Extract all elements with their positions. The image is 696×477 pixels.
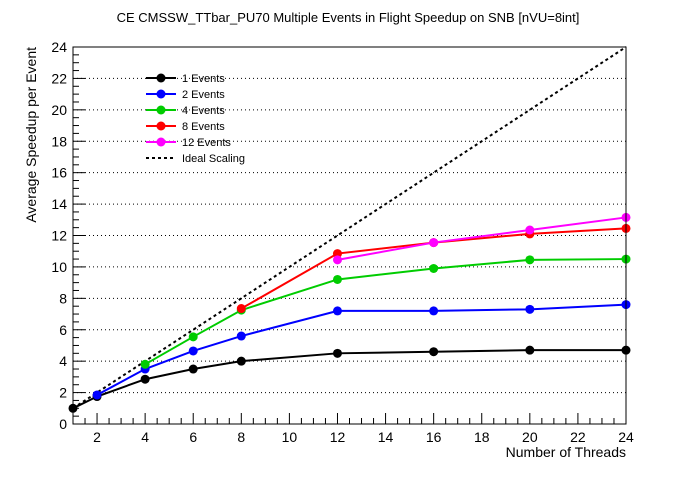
data-point-12-events xyxy=(525,225,535,235)
series-line-12-events xyxy=(337,216,627,261)
data-point-2-events xyxy=(429,306,439,316)
data-point-2-events xyxy=(525,304,535,314)
legend-marker xyxy=(156,105,166,115)
data-point-8-events xyxy=(236,304,246,314)
legend-label: Ideal Scaling xyxy=(182,153,245,165)
x-tick-label: 2 xyxy=(93,429,101,445)
legend-item-1-events: 1 Events xyxy=(146,73,225,85)
data-point-2-events xyxy=(188,346,198,356)
data-point-2-events xyxy=(236,331,246,341)
chart-title: CE CMSSW_TTbar_PU70 Multiple Events in F… xyxy=(117,10,580,25)
y-tick-label: 4 xyxy=(59,353,67,369)
x-tick-label: 16 xyxy=(426,429,442,445)
data-point-4-events xyxy=(332,274,342,284)
data-point-1-events xyxy=(140,374,150,384)
y-tick-label: 0 xyxy=(59,416,67,432)
series-layer xyxy=(68,212,631,413)
data-point-4-events xyxy=(140,359,150,369)
legend-item-ideal-scaling: Ideal Scaling xyxy=(146,153,245,165)
legend-item-2-events: 2 Events xyxy=(146,89,225,101)
y-axis-label: Average Speedup per Event xyxy=(23,47,39,223)
y-tick-label: 16 xyxy=(51,165,67,181)
legend-marker xyxy=(156,73,166,83)
x-tick-label: 10 xyxy=(282,429,298,445)
x-axis-label: Number of Threads xyxy=(506,444,626,460)
legend-item-8-events: 8 Events xyxy=(146,121,225,133)
data-point-1-events xyxy=(332,348,342,358)
legend-marker xyxy=(156,89,166,99)
legend-label: 1 Events xyxy=(182,73,225,85)
x-tick-label: 14 xyxy=(378,429,394,445)
legend-label: 12 Events xyxy=(182,137,231,149)
data-point-8-events xyxy=(332,249,342,259)
data-point-2-events xyxy=(92,390,102,400)
data-point-1-events xyxy=(429,347,439,357)
data-point-1-events xyxy=(525,345,535,355)
legend-label: 8 Events xyxy=(182,121,225,133)
legend-marker xyxy=(156,137,166,147)
y-tick-label: 22 xyxy=(51,70,67,86)
data-point-1-events xyxy=(236,356,246,366)
ideal-scaling-layer xyxy=(72,46,627,410)
y-tick-label: 2 xyxy=(59,385,67,401)
data-point-4-events xyxy=(525,255,535,265)
y-tick-label: 10 xyxy=(51,259,67,275)
y-tick-label: 6 xyxy=(59,322,67,338)
x-tick-label: 12 xyxy=(330,429,346,445)
data-point-12-events xyxy=(332,255,342,265)
x-tick-label: 24 xyxy=(618,429,634,445)
legend-item-12-events: 12 Events xyxy=(146,137,231,149)
series-line-2-events xyxy=(96,303,627,396)
y-tick-label: 20 xyxy=(51,102,67,118)
y-tick-label: 24 xyxy=(51,39,67,55)
y-tick-label: 18 xyxy=(51,133,67,149)
data-point-12-events xyxy=(429,238,439,248)
data-point-1-events xyxy=(188,364,198,374)
legend-label: 4 Events xyxy=(182,105,225,117)
y-tick-label: 8 xyxy=(59,290,67,306)
legend-item-4-events: 4 Events xyxy=(146,105,225,117)
x-tick-label: 18 xyxy=(474,429,490,445)
ideal-scaling-line xyxy=(72,46,627,410)
legend-marker xyxy=(156,121,166,131)
y-tick-label: 14 xyxy=(51,196,67,212)
x-tick-label: 8 xyxy=(237,429,245,445)
data-point-4-events xyxy=(429,263,439,273)
x-tick-label: 20 xyxy=(522,429,538,445)
data-point-2-events xyxy=(332,306,342,316)
legend-label: 2 Events xyxy=(182,89,225,101)
data-point-4-events xyxy=(188,332,198,342)
legend: 1 Events 2 Events 4 Events 8 Events 12 Event… xyxy=(146,73,245,165)
x-tick-label: 4 xyxy=(141,429,149,445)
x-tick-label: 22 xyxy=(570,429,586,445)
y-tick-label: 12 xyxy=(51,228,67,244)
x-tick-label: 6 xyxy=(189,429,197,445)
